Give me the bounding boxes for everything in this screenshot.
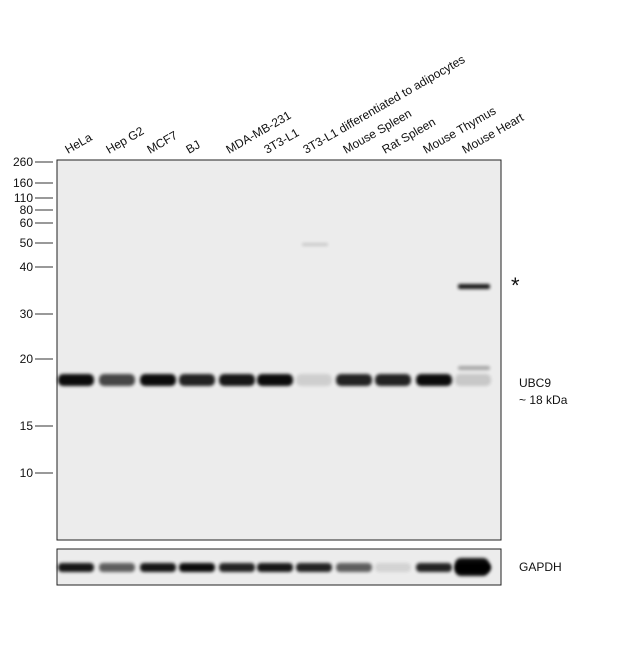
marker-label: 260 xyxy=(13,155,33,169)
marker-label: 20 xyxy=(20,352,34,366)
marker-label: 110 xyxy=(14,191,33,205)
marker-label: 15 xyxy=(20,419,34,433)
ubc9-band xyxy=(219,374,255,386)
gapdh-heart xyxy=(455,558,489,576)
size-label: ~ 18 kDa xyxy=(519,393,568,407)
gapdh-band xyxy=(257,563,293,572)
ubc9-band xyxy=(375,374,411,386)
bands xyxy=(58,243,491,576)
ubc9-band xyxy=(257,374,293,386)
ubc9-band xyxy=(296,374,332,386)
gapdh-band xyxy=(140,563,176,572)
lane-label: HeLa xyxy=(63,130,95,157)
gapdh-band xyxy=(296,563,332,572)
marker-label: 160 xyxy=(13,176,33,190)
ubc9-band xyxy=(179,374,215,386)
extra-band xyxy=(458,366,490,370)
gapdh-band xyxy=(336,563,372,572)
gapdh-band xyxy=(179,563,215,572)
extra-band xyxy=(458,284,490,289)
asterisk: * xyxy=(511,273,520,298)
ubc9-band xyxy=(58,374,94,386)
lane-label: BJ xyxy=(184,137,203,156)
gapdh-band xyxy=(99,563,135,572)
ubc9-band xyxy=(140,374,176,386)
ubc9-band xyxy=(336,374,372,386)
marker-label: 10 xyxy=(20,466,34,480)
main-blot xyxy=(56,159,502,541)
marker-label: 60 xyxy=(20,216,34,230)
marker-label: 50 xyxy=(20,236,34,250)
lane-label: Hep G2 xyxy=(104,124,147,157)
ubc9-band xyxy=(455,374,491,386)
gapdh-band xyxy=(219,563,255,572)
ubc9-band xyxy=(416,374,452,386)
marker-label: 80 xyxy=(20,203,34,217)
gapdh-band xyxy=(375,563,411,572)
gapdh-band xyxy=(416,563,452,572)
marker-label: 30 xyxy=(20,307,34,321)
target-label: UBC9 xyxy=(519,376,551,390)
loading-control-label: GAPDH xyxy=(519,560,562,574)
faint-band xyxy=(302,243,328,246)
ubc9-band xyxy=(99,374,135,386)
gapdh-band xyxy=(58,563,94,572)
marker-label: 40 xyxy=(20,260,34,274)
lane-label: MCF7 xyxy=(145,128,181,157)
